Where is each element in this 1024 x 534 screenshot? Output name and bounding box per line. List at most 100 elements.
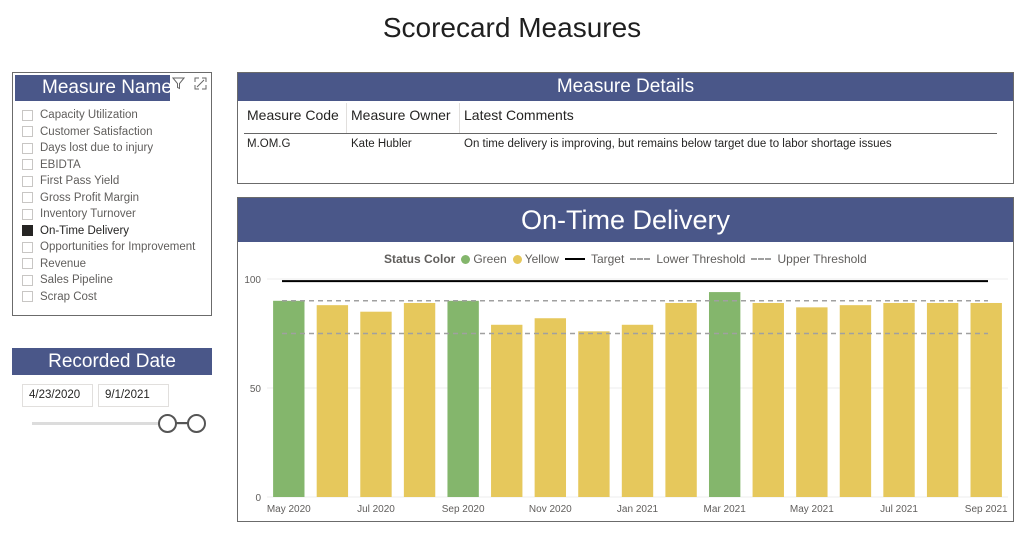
measure-item[interactable]: Days lost due to injury [22,140,195,157]
bar[interactable] [708,292,741,497]
bar[interactable] [534,318,567,497]
bar[interactable] [752,302,784,497]
checkbox[interactable] [22,291,33,303]
checkbox[interactable] [22,208,33,220]
date-range-track[interactable] [32,422,196,425]
measure-item-label: Inventory Turnover [40,208,136,221]
end-date-input[interactable]: 9/1/2021 [98,384,169,407]
legend-item-green[interactable]: Green [461,252,507,266]
start-date-input[interactable]: 4/23/2020 [22,384,93,407]
bar[interactable] [970,302,1002,497]
checkbox[interactable] [22,225,33,237]
bar[interactable] [883,302,915,497]
chart-title: On-Time Delivery [238,198,1013,242]
bar[interactable] [447,300,479,497]
column-separator [459,103,460,133]
measure-item-label: Capacity Utilization [40,109,138,122]
dashed-line-icon [751,258,772,260]
bar[interactable] [839,305,872,497]
x-tick-label: May 2021 [790,504,834,515]
checkbox[interactable] [22,159,33,171]
measure-item[interactable]: Scrap Cost [22,289,195,306]
bar[interactable] [578,331,610,497]
y-tick-label: 0 [255,493,261,504]
bar[interactable] [926,302,959,497]
legend-item-target[interactable]: Target [564,252,625,266]
measure-item[interactable]: First Pass Yield [22,173,195,190]
x-tick-label: May 2020 [267,504,311,515]
bar[interactable] [316,305,349,497]
bar[interactable] [621,324,654,497]
measure-item[interactable]: Customer Satisfaction [22,124,195,141]
start-date-handle[interactable] [158,414,177,433]
checkbox[interactable] [22,142,33,154]
column-header-owner[interactable]: Measure Owner [351,107,451,123]
legend-label-yellow: Yellow [524,252,559,266]
measure-item-label: Gross Profit Margin [40,191,140,204]
legend-title: Status Color [384,252,456,266]
measure-item-label: First Pass Yield [40,175,120,188]
x-tick-label: Mar 2021 [704,504,747,515]
checkbox[interactable] [22,258,33,270]
bar[interactable] [796,307,828,497]
measure-item-label: On-Time Delivery [40,224,130,237]
measure-item-label: Days lost due to injury [40,142,154,155]
measure-item[interactable]: Revenue [22,256,195,273]
legend-item-upper-threshold[interactable]: Upper Threshold [751,252,867,266]
checkbox[interactable] [22,109,33,121]
legend-label-target: Target [590,252,625,266]
checkbox[interactable] [22,192,33,204]
filter-icon[interactable] [172,77,185,90]
page-title: Scorecard Measures [382,12,642,43]
slicer-toolbar [172,75,210,93]
measure-list: Capacity Utilization Customer Satisfactio… [22,107,195,305]
legend-item-yellow[interactable]: Yellow [512,252,559,266]
x-tick-label: Jul 2021 [880,504,918,515]
measure-name-slicer [12,72,212,316]
measure-item[interactable]: Opportunities for Improvement [22,239,195,256]
chart-legend: Status Color Green Yellow Target Lower T… [384,252,873,266]
bar-chart: 0 50 100 May 2020 Jul 2020 Sep 2020 Nov 2020 Ja… [244,275,1008,515]
measure-item[interactable]: On-Time Delivery [22,223,195,240]
measure-item[interactable]: Sales Pipeline [22,272,195,289]
end-date-handle[interactable] [187,414,206,433]
checkbox[interactable] [22,126,33,138]
checkbox[interactable] [22,274,33,286]
date-range-fill [176,422,188,424]
solid-line-icon [564,258,585,260]
legend-item-lower-threshold[interactable]: Lower Threshold [630,252,745,266]
column-header-code[interactable]: Measure Code [247,107,339,123]
x-tick-label: Nov 2020 [529,504,572,515]
x-tick-label: Jul 2020 [357,504,395,515]
green-dot-icon [461,254,471,264]
measure-item-label: Scrap Cost [40,290,97,303]
measure-item-label: Sales Pipeline [40,274,113,287]
measure-item[interactable]: Capacity Utilization [22,107,195,124]
checkbox[interactable] [22,241,33,253]
on-time-delivery-chart-panel: On-Time Delivery Status Color Green Yell… [237,197,1014,522]
measure-item[interactable]: Gross Profit Margin [22,190,195,207]
measure-item-label: Revenue [40,257,87,270]
bar[interactable] [360,311,392,497]
measure-item[interactable]: EBIDTA [22,157,195,174]
bar[interactable] [273,300,305,497]
measure-item[interactable]: Inventory Turnover [22,206,195,223]
yellow-dot-icon [512,254,522,264]
x-tick-label: Sep 2020 [442,504,485,515]
header-divider [244,133,997,134]
focus-mode-icon[interactable] [194,77,207,90]
y-tick-label: 50 [250,384,262,395]
measure-item-label: Opportunities for Improvement [40,241,196,254]
legend-label-green: Green [473,252,507,266]
column-header-comments[interactable]: Latest Comments [464,107,574,123]
checkbox[interactable] [22,175,33,187]
bar[interactable] [491,324,523,497]
cell-measure-code: M.OM.G [247,138,291,150]
dashed-line-icon [630,258,651,260]
measure-item-label: EBIDTA [40,158,81,171]
date-slicer-title: Recorded Date [12,348,212,375]
measure-details-panel: Measure Details Measure Code Measure Own… [237,72,1014,184]
bar[interactable] [665,302,697,497]
bar[interactable] [403,302,436,497]
column-separator [346,103,347,133]
